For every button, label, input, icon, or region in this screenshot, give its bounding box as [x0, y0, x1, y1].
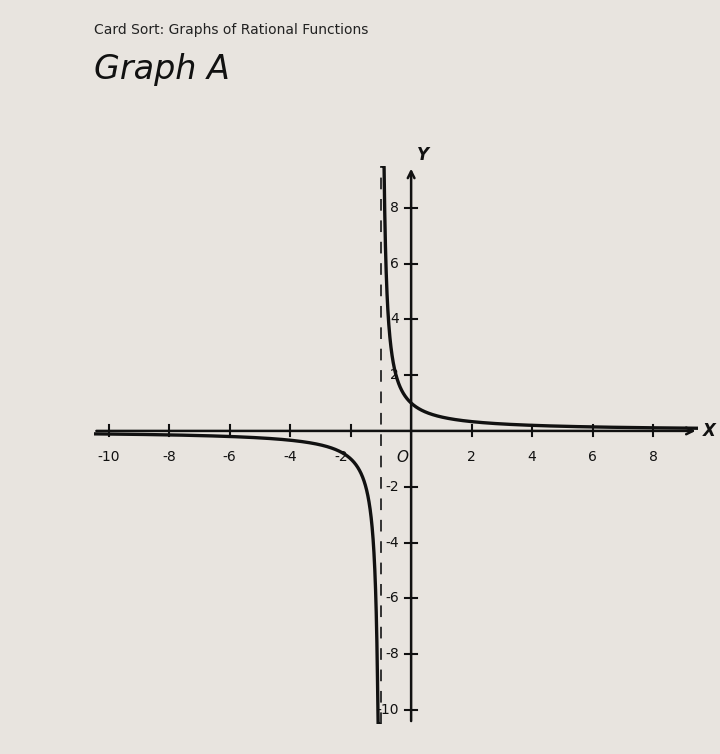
Text: -8: -8: [385, 647, 399, 661]
Text: -4: -4: [284, 450, 297, 464]
Text: 4: 4: [390, 312, 399, 326]
Text: -8: -8: [162, 450, 176, 464]
Text: O: O: [396, 450, 408, 465]
Text: -6: -6: [385, 591, 399, 605]
Text: 2: 2: [390, 368, 399, 382]
Text: -2: -2: [334, 450, 348, 464]
Text: -10: -10: [97, 450, 120, 464]
Text: 8: 8: [390, 201, 399, 215]
Text: Graph A: Graph A: [94, 53, 230, 86]
Text: Y: Y: [417, 146, 429, 164]
Text: -4: -4: [385, 535, 399, 550]
Text: X: X: [703, 422, 716, 440]
Text: 2: 2: [467, 450, 476, 464]
Text: -10: -10: [377, 703, 399, 717]
Text: -2: -2: [385, 480, 399, 494]
Text: 8: 8: [649, 450, 657, 464]
Text: 6: 6: [588, 450, 597, 464]
Text: -6: -6: [222, 450, 237, 464]
Text: Card Sort: Graphs of Rational Functions: Card Sort: Graphs of Rational Functions: [94, 23, 368, 37]
Text: 4: 4: [528, 450, 536, 464]
Text: 6: 6: [390, 256, 399, 271]
